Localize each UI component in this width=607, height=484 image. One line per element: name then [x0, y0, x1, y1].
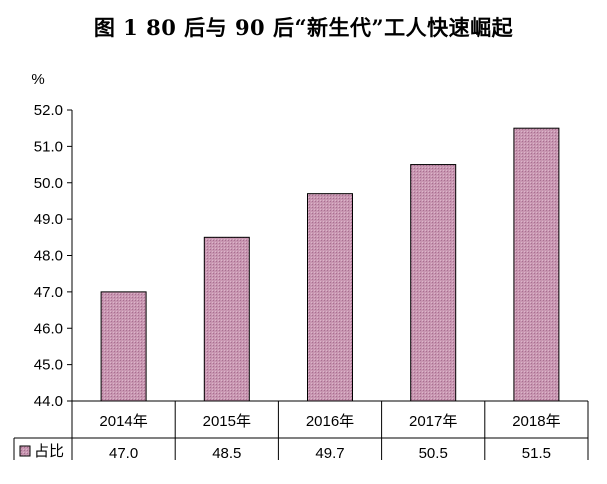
y-tick-label: 50.0 — [34, 175, 63, 192]
table-value-label: 50.5 — [419, 445, 448, 462]
table-value-label: 51.5 — [522, 445, 551, 462]
x-category-label: 2017年 — [409, 413, 457, 430]
y-tick-label: 46.0 — [34, 320, 63, 337]
x-category-label: 2016年 — [306, 413, 354, 430]
bar-2015年 — [203, 236, 250, 402]
y-tick-label: 47.0 — [34, 284, 63, 301]
table-value-label: 49.7 — [315, 445, 344, 462]
y-axis-unit: % — [31, 71, 44, 88]
y-tick-label: 44.0 — [34, 393, 63, 410]
y-tick-label: 48.0 — [34, 248, 63, 265]
y-tick-label: 52.0 — [34, 102, 63, 119]
x-category-label: 2014年 — [99, 413, 147, 430]
y-tick-label: 49.0 — [34, 211, 63, 228]
bar-2018年 — [513, 127, 560, 402]
bar-2016年 — [307, 193, 353, 402]
x-category-label: 2015年 — [203, 413, 251, 430]
table-value-label: 48.5 — [212, 445, 241, 462]
y-tick-label: 45.0 — [34, 357, 63, 374]
bar-2017年 — [410, 164, 457, 402]
chart-title: 图 1 80 后与 90 后“新生代”工人快速崛起 — [93, 15, 514, 40]
y-tick-label: 51.0 — [34, 138, 63, 155]
table-value-label: 47.0 — [109, 445, 138, 462]
legend-label: 占比 — [34, 443, 64, 460]
x-category-label: 2018年 — [512, 413, 560, 430]
legend-swatch — [19, 445, 31, 457]
bar-2014年 — [100, 291, 147, 402]
